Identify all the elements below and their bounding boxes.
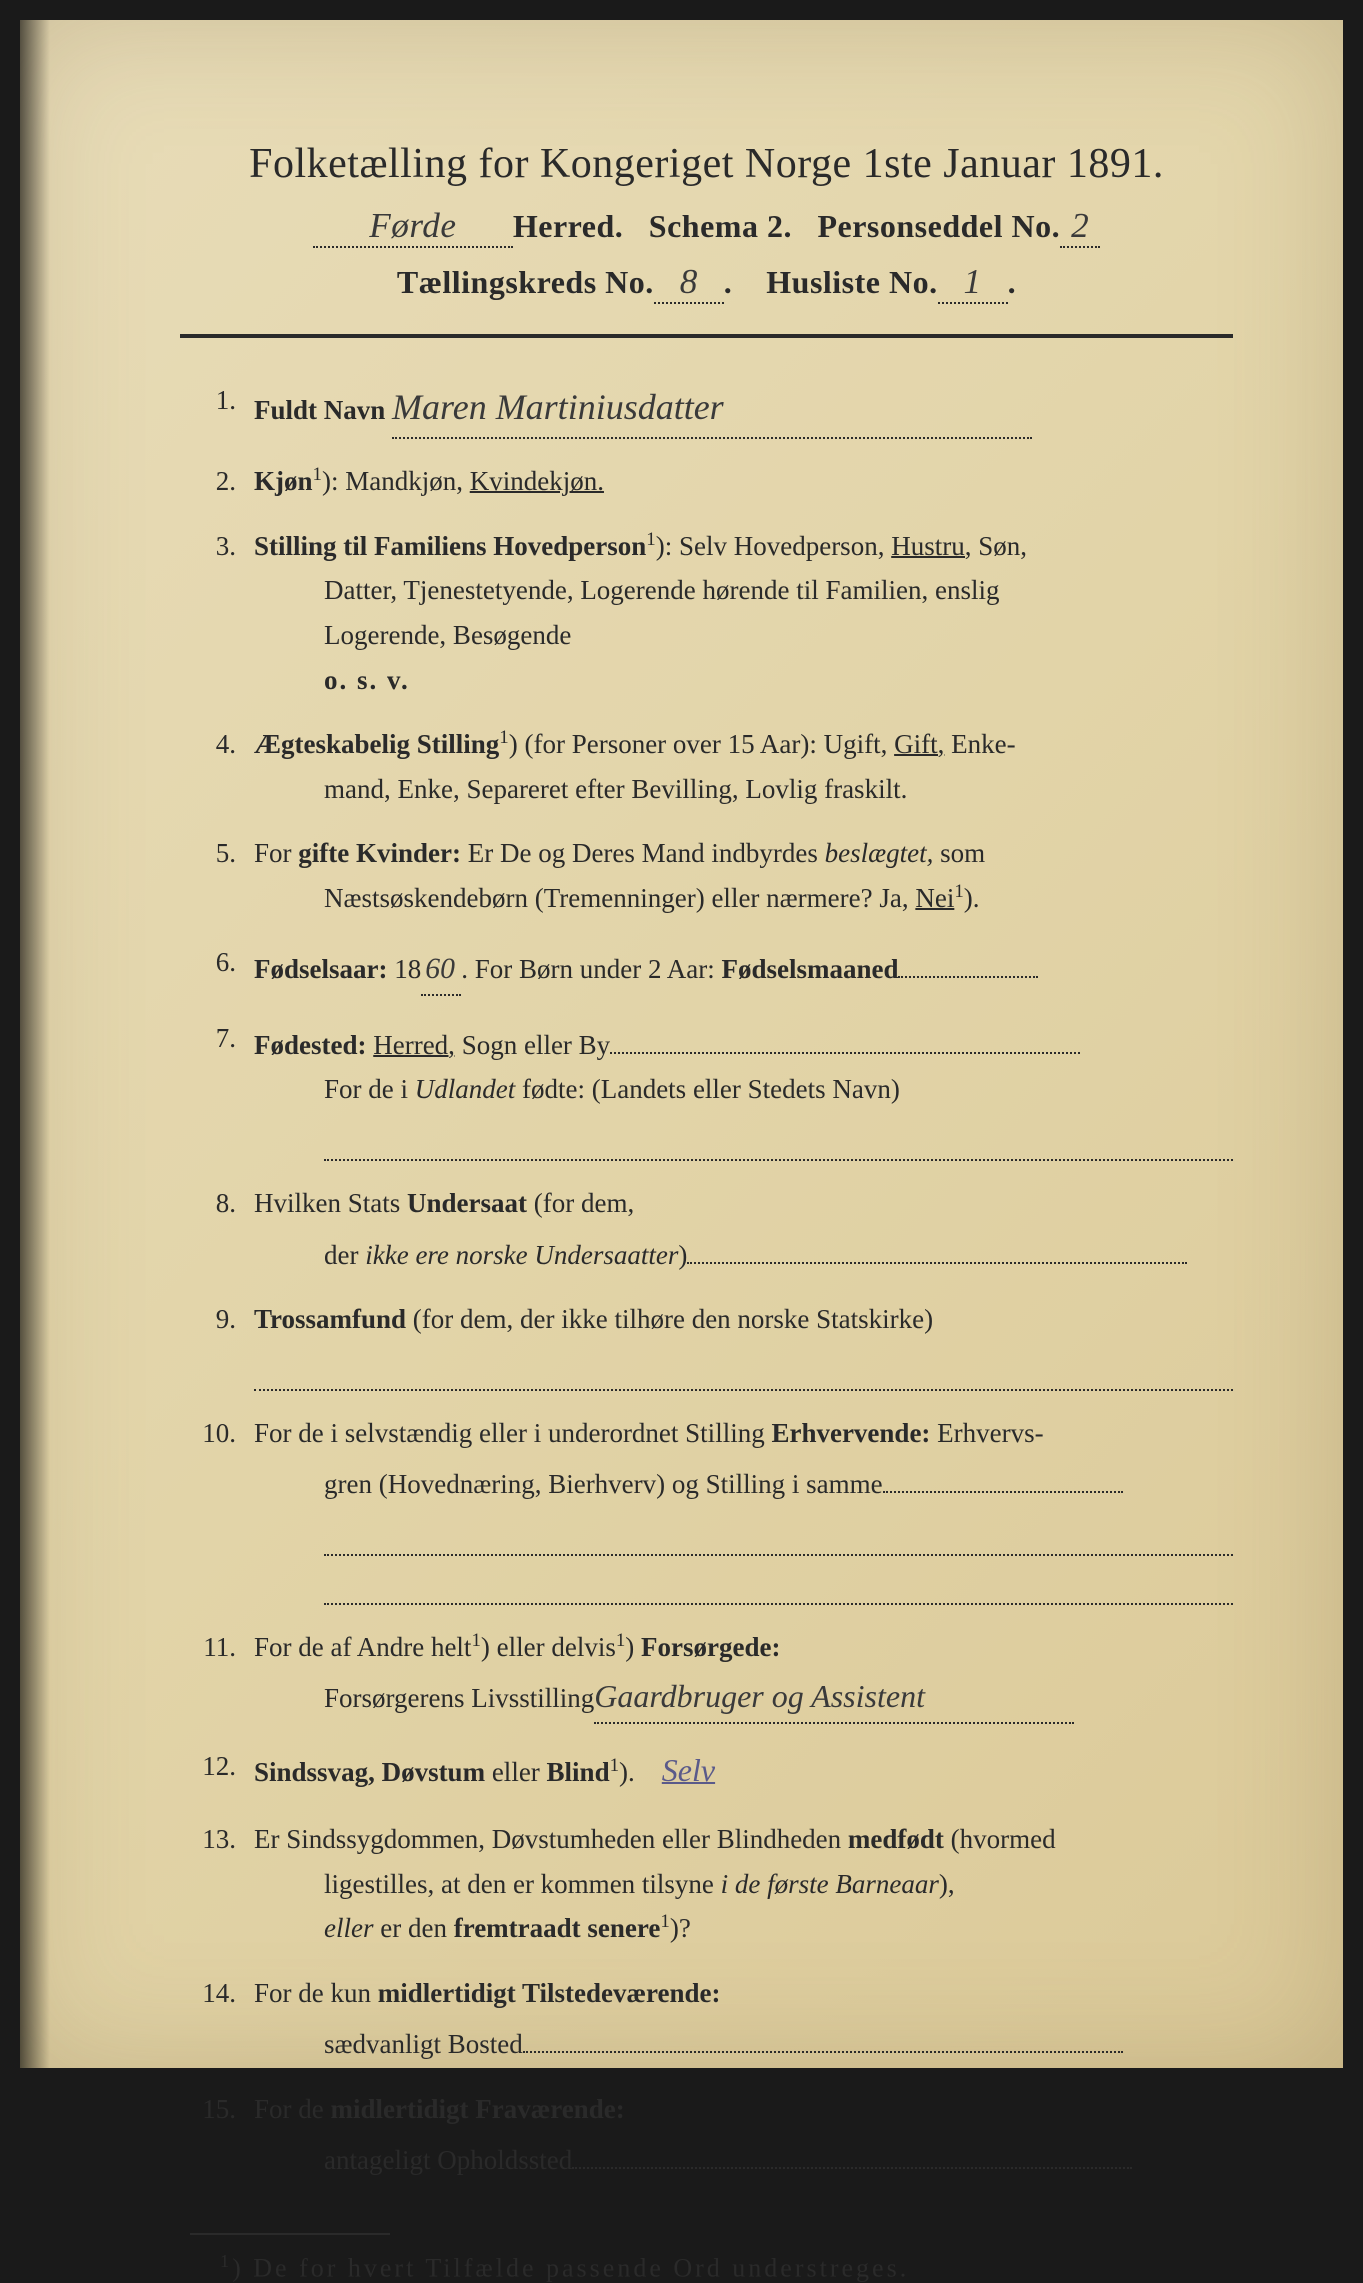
item-5-related: 5. For gifte Kvinder: Er De og Deres Man… — [190, 831, 1233, 920]
personseddel-field: 2 — [1060, 206, 1100, 248]
item-1-fullname: 1. Fuldt Navn Maren Martiniusdatter — [190, 378, 1233, 439]
disability-value: Selv — [662, 1752, 715, 1788]
header-divider — [180, 334, 1233, 338]
item-6-birthyear: 6. Fødselsaar: 1860. For Børn under 2 Aa… — [190, 940, 1233, 996]
item-8-citizenship: 8. Hvilken Stats Undersaat (for dem, der… — [190, 1181, 1233, 1277]
form-items: 1. Fuldt Navn Maren Martiniusdatter 2. K… — [180, 378, 1233, 2183]
main-title: Folketælling for Kongeriget Norge 1ste J… — [180, 140, 1233, 188]
item-3-relation: 3. Stilling til Familiens Hovedperson1):… — [190, 524, 1233, 702]
husliste-field: 1 — [938, 262, 1008, 304]
supporter-value: Gaardbruger og Assistent — [594, 1678, 925, 1714]
item-11-supported: 11. For de af Andre helt1) eller delvis1… — [190, 1625, 1233, 1724]
header-line-2: FørdeHerred. Schema 2. Personseddel No.2 — [180, 206, 1233, 248]
census-form-page: Folketælling for Kongeriget Norge 1ste J… — [20, 20, 1343, 2068]
footnote: 1) De for hvert Tilfælde passende Ord un… — [180, 2251, 1233, 2283]
herred-field: Førde — [313, 206, 513, 248]
item-9-religion: 9. Trossamfund (for dem, der ikke tilhør… — [190, 1297, 1233, 1391]
item-12-disability: 12. Sindssvag, Døvstum eller Blind1). Se… — [190, 1744, 1233, 1797]
kreds-field: 8 — [654, 262, 724, 304]
form-header: Folketælling for Kongeriget Norge 1ste J… — [180, 140, 1233, 304]
name-value: Maren Martiniusdatter — [392, 387, 724, 427]
item-13-congenital: 13. Er Sindssygdommen, Døvstumheden elle… — [190, 1817, 1233, 1951]
item-2-gender: 2. Kjøn1): Mandkjøn, Kvindekjøn. — [190, 459, 1233, 504]
birthyear-value: 60 — [421, 945, 461, 996]
footnote-rule — [190, 2233, 390, 2235]
item-7-birthplace: 7. Fødested: Herred, Sogn eller By For d… — [190, 1016, 1233, 1161]
item-10-occupation: 10. For de i selvstændig eller i underor… — [190, 1411, 1233, 1605]
item-14-temp-present: 14. For de kun midlertidigt Tilstedevære… — [190, 1971, 1233, 2067]
item-4-marital: 4. Ægteskabelig Stilling1) (for Personer… — [190, 722, 1233, 811]
header-line-3: Tællingskreds No.8. Husliste No.1. — [180, 262, 1233, 304]
item-15-temp-absent: 15. For de midlertidigt Fraværende: anta… — [190, 2087, 1233, 2183]
